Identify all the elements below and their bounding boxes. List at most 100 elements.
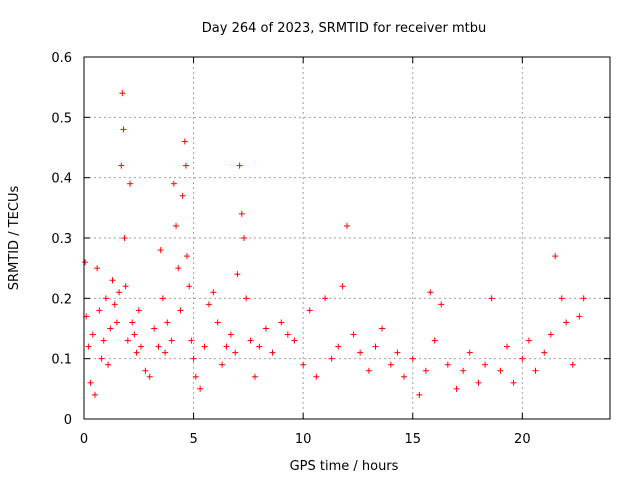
data-point — [466, 349, 473, 356]
data-point — [109, 277, 116, 284]
x-tick-label: 5 — [189, 432, 197, 447]
data-point — [188, 337, 195, 344]
data-point — [488, 295, 495, 302]
chart-title: Day 264 of 2023, SRMTID for receiver mtb… — [202, 21, 486, 36]
data-point — [107, 325, 114, 332]
x-tick-label: 20 — [514, 432, 531, 447]
data-point — [120, 126, 127, 133]
data-point — [164, 319, 171, 326]
axis-ticks — [83, 56, 610, 420]
data-point — [157, 247, 164, 254]
data-point — [131, 331, 138, 338]
data-point — [247, 337, 254, 344]
y-axis-label: SRMTID / TECUs — [7, 186, 22, 291]
data-point — [116, 289, 123, 296]
data-point — [182, 162, 189, 169]
data-point — [256, 343, 263, 350]
data-point — [170, 180, 177, 187]
data-point — [100, 337, 107, 344]
data-point — [525, 337, 532, 344]
data-point — [142, 367, 149, 374]
data-points — [82, 90, 587, 398]
data-point — [197, 385, 204, 392]
grid — [84, 57, 610, 419]
data-point — [227, 331, 234, 338]
data-point — [205, 301, 212, 308]
data-point — [181, 138, 188, 145]
data-point — [444, 361, 451, 368]
data-point — [350, 331, 357, 338]
data-point — [102, 295, 109, 302]
y-tick-label: 0.5 — [51, 111, 72, 126]
data-point — [291, 337, 298, 344]
data-point — [210, 289, 217, 296]
data-point — [558, 295, 565, 302]
data-point — [232, 349, 239, 356]
data-point — [186, 283, 193, 290]
data-point — [240, 235, 247, 241]
data-point — [269, 349, 276, 356]
data-point — [552, 253, 559, 260]
data-point — [129, 319, 136, 326]
data-point — [135, 307, 142, 314]
x-tick-label: 10 — [295, 432, 312, 447]
data-point — [214, 319, 221, 326]
data-point — [438, 301, 445, 308]
data-point — [394, 349, 401, 356]
data-point — [387, 361, 394, 368]
x-tick-label: 15 — [404, 432, 421, 447]
data-point — [322, 295, 329, 302]
data-point — [87, 379, 94, 386]
data-point — [85, 343, 92, 350]
data-point — [313, 373, 320, 380]
y-tick-labels: 0 0.1 0.2 0.3 0.4 0.5 0.6 — [51, 51, 72, 428]
x-axis-label: GPS time / hours — [290, 459, 399, 474]
data-point — [344, 222, 350, 229]
data-point — [372, 343, 379, 350]
data-point — [379, 325, 386, 332]
data-point — [118, 162, 125, 169]
data-point — [236, 162, 243, 169]
data-point — [162, 349, 169, 356]
data-point — [133, 349, 140, 356]
data-point — [510, 379, 517, 386]
data-point — [427, 289, 434, 296]
data-point — [497, 367, 504, 374]
data-point — [541, 349, 548, 356]
data-point — [519, 355, 526, 362]
y-tick-label: 0 — [64, 413, 72, 428]
data-point — [151, 325, 158, 332]
data-point — [422, 367, 429, 374]
x-tick-label: 0 — [80, 432, 88, 447]
y-tick-label: 0.3 — [51, 232, 72, 247]
data-point — [234, 271, 241, 278]
data-point — [192, 373, 199, 380]
data-point — [98, 355, 105, 362]
data-point — [124, 337, 131, 344]
data-point — [339, 283, 346, 290]
data-point — [262, 325, 269, 332]
data-point — [409, 355, 416, 362]
data-point — [580, 295, 587, 302]
data-point — [284, 331, 291, 338]
data-point — [400, 373, 407, 380]
x-tick-labels: 0 5 10 15 20 — [80, 432, 531, 447]
data-point — [328, 355, 335, 362]
data-point — [89, 331, 96, 338]
data-point — [105, 361, 112, 368]
data-point — [251, 373, 258, 380]
data-point — [547, 331, 554, 338]
y-tick-label: 0.2 — [51, 292, 72, 307]
data-point — [82, 259, 89, 266]
data-point — [190, 355, 197, 362]
data-point — [453, 385, 460, 392]
data-point — [201, 343, 208, 350]
data-point — [184, 253, 191, 260]
data-point — [460, 367, 467, 374]
data-point — [177, 307, 184, 314]
data-point — [300, 361, 307, 368]
data-point — [482, 361, 489, 368]
data-point — [563, 319, 570, 326]
data-point — [357, 349, 364, 356]
